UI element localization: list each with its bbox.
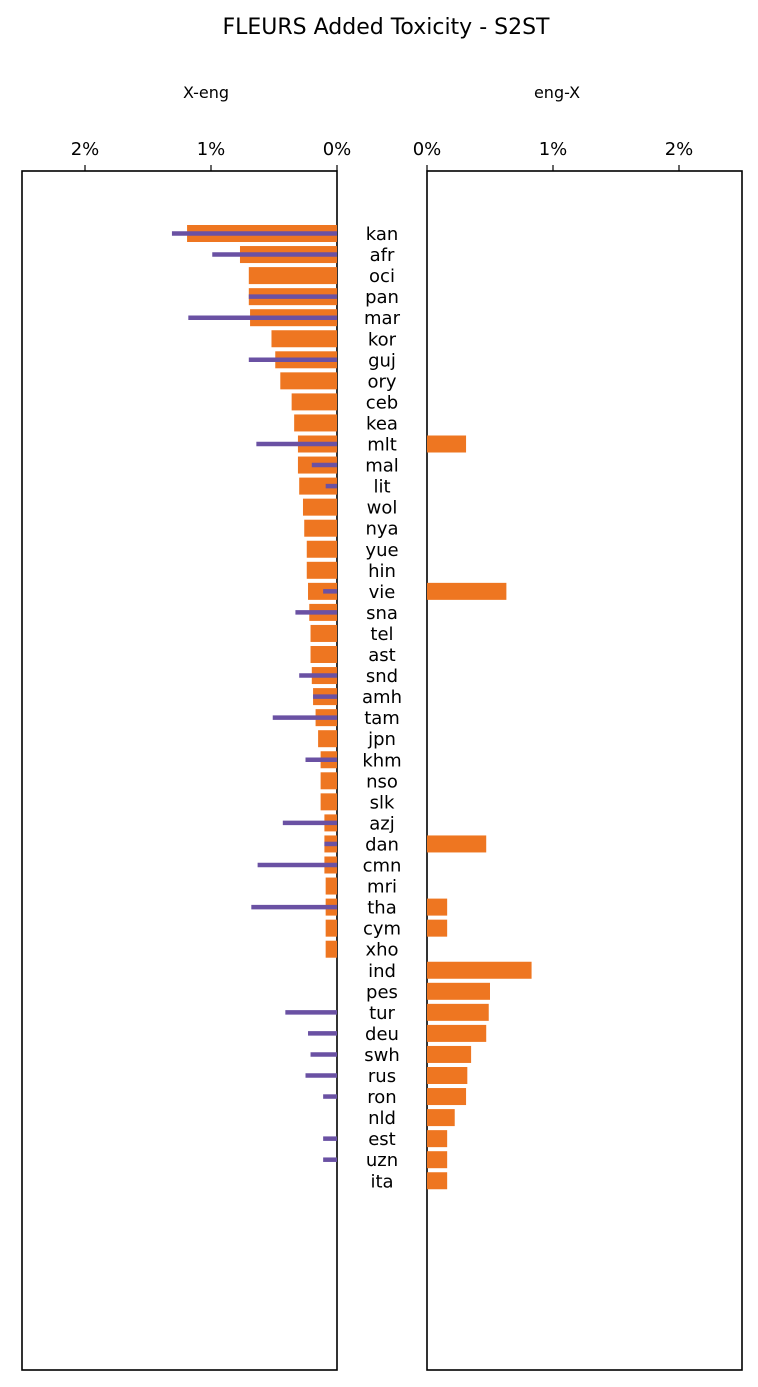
tick-label: 0% (413, 139, 442, 160)
bar-tel (310, 624, 337, 642)
bar-ast (310, 646, 337, 663)
language-label: dan (365, 834, 399, 855)
bar-nso (320, 772, 337, 790)
language-label: ita (370, 1171, 393, 1192)
language-label: khm (362, 750, 401, 771)
language-label: ory (367, 371, 396, 392)
tick-label: 1% (539, 139, 568, 160)
language-label: nya (365, 519, 398, 540)
bar-slk (320, 793, 337, 811)
language-label: mlt (367, 435, 397, 456)
language-label: yue (365, 540, 398, 561)
language-label: afr (370, 245, 395, 266)
language-label: ast (368, 645, 395, 666)
language-label: vie (369, 582, 396, 603)
bar-tur (427, 1003, 489, 1021)
language-label: cym (363, 919, 401, 940)
language-label: wol (367, 498, 398, 519)
bar-swh (427, 1045, 472, 1063)
language-label: slk (370, 792, 395, 813)
language-label: deu (365, 1024, 399, 1045)
bar-lit (299, 477, 337, 495)
bar-cym (427, 919, 448, 937)
language-label: ron (367, 1087, 396, 1108)
language-label: guj (368, 350, 396, 371)
language-label: jpn (367, 729, 396, 750)
bar-kea (294, 414, 337, 432)
bar-rus (427, 1067, 468, 1084)
language-label: ind (368, 961, 396, 982)
language-label: mri (367, 877, 397, 898)
tick-label: 2% (71, 139, 100, 160)
tick-label: 1% (197, 139, 226, 160)
bar-nya (304, 519, 337, 537)
language-label: kor (368, 329, 397, 350)
panel-eng-x: eng-X 0% 1% 2% (413, 83, 743, 1371)
panel-frame-x-eng (21, 170, 338, 1371)
language-label: oci (369, 266, 395, 287)
bar-dan (427, 835, 487, 853)
language-label: amh (362, 687, 402, 708)
language-label: hin (368, 561, 396, 582)
bar-est (427, 1130, 448, 1148)
chart-title: FLEURS Added Toxicity - S2ST (222, 15, 550, 40)
language-label: pan (365, 287, 399, 308)
bar-cym (325, 919, 337, 937)
bar-jpn (318, 730, 337, 748)
language-label: mal (365, 456, 399, 477)
panel-frame-eng-x (426, 170, 743, 1371)
bar-ind (427, 961, 532, 979)
bar-mlt (427, 435, 467, 453)
bar-ita (427, 1172, 448, 1190)
bar-vie (427, 582, 507, 600)
tick-label: 2% (665, 139, 694, 160)
bar-tha (427, 898, 448, 916)
bar-xho (325, 940, 337, 958)
bar-pes (427, 982, 490, 1000)
bar-yue (306, 540, 337, 558)
language-label: pes (366, 982, 398, 1003)
language-label: rus (368, 1066, 396, 1087)
language-label: sna (366, 603, 398, 624)
bar-uzn (427, 1151, 448, 1169)
tick-label: 0% (323, 139, 352, 160)
language-label: tur (369, 1003, 395, 1024)
language-label: xho (365, 940, 398, 961)
language-label: swh (364, 1045, 400, 1066)
bar-ron (427, 1088, 467, 1106)
language-label: mar (364, 308, 401, 329)
bar-ceb (291, 393, 337, 411)
language-label: tam (364, 708, 400, 729)
bar-mri (325, 877, 337, 895)
language-label: nso (366, 771, 398, 792)
language-label: cmn (363, 856, 402, 877)
language-label: azj (369, 813, 394, 834)
bar-vie (308, 582, 337, 600)
bar-hin (306, 561, 337, 579)
bar-oci (248, 267, 337, 285)
language-label: est (368, 1129, 396, 1150)
bar-ory (280, 372, 337, 390)
bar-kor (271, 330, 337, 348)
bar-wol (302, 498, 337, 516)
language-label: uzn (366, 1150, 398, 1171)
language-label: kan (366, 224, 399, 245)
language-label: tel (370, 624, 393, 645)
language-label: nld (368, 1108, 396, 1129)
language-label: snd (366, 666, 398, 687)
bar-deu (427, 1024, 487, 1042)
panel-subtitle-x-eng: X-eng (183, 83, 229, 102)
bar-nld (427, 1109, 455, 1127)
language-label: tha (367, 898, 397, 919)
language-label: kea (366, 413, 398, 434)
panel-subtitle-eng-x: eng-X (534, 83, 580, 102)
panel-x-eng: X-eng 2% 1% 0% (21, 83, 352, 1371)
language-label: ceb (366, 392, 398, 413)
language-labels: kanafrocipanmarkorgujorycebkeamltmallitw… (362, 224, 402, 1192)
language-label: lit (373, 477, 390, 498)
